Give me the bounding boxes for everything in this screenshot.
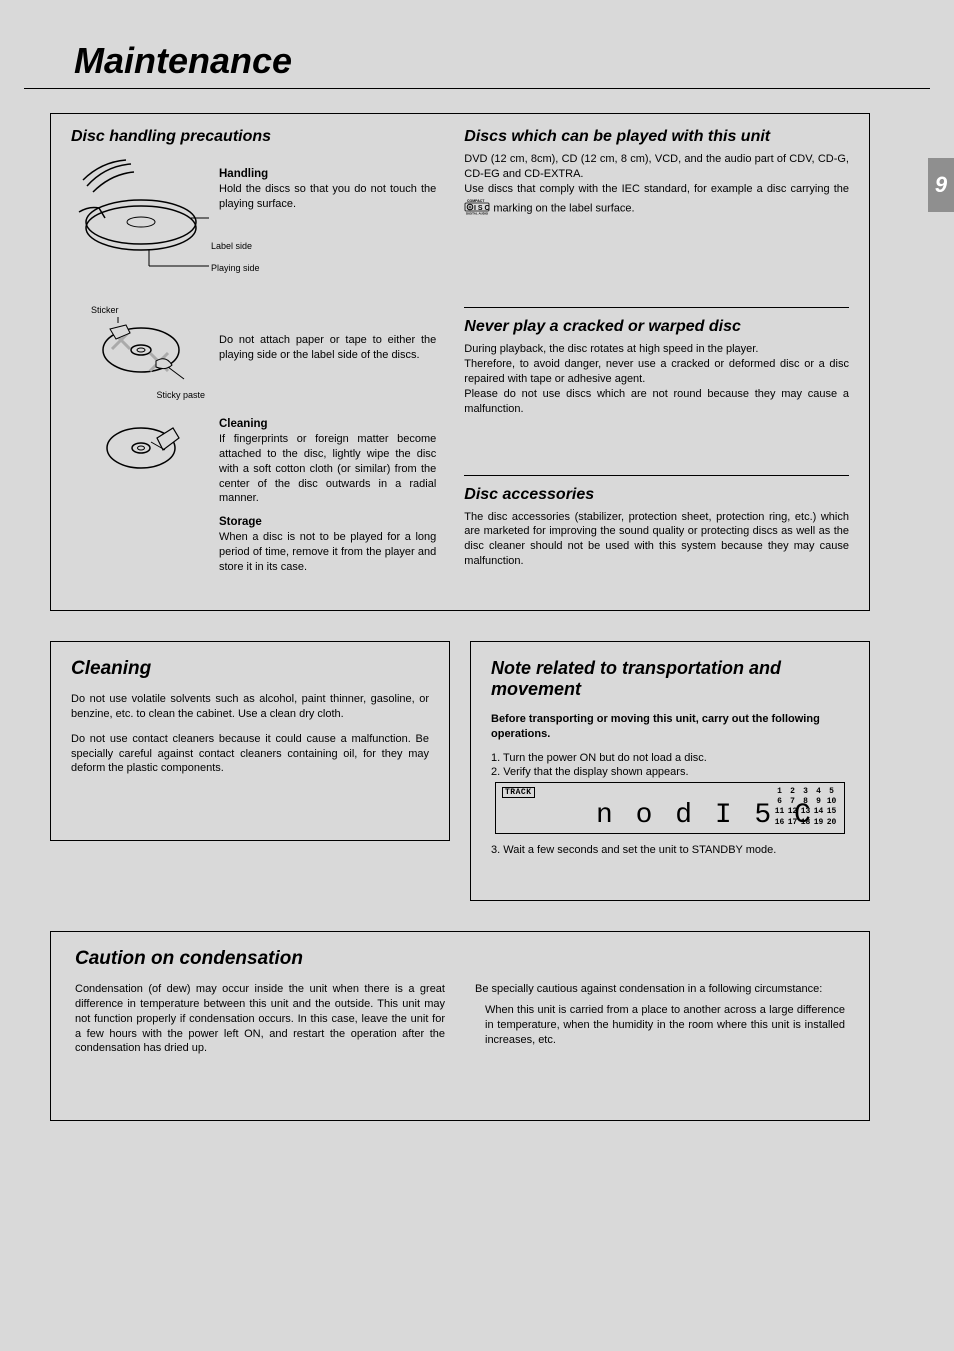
disc-clean-icon xyxy=(71,418,211,575)
no-attach-row: Sticker xyxy=(71,305,436,400)
transport-lead: Before transporting or moving this unit,… xyxy=(491,712,849,742)
condensation-p2: Be specially cautious against condensati… xyxy=(475,982,845,997)
transport-title: Note related to transportation and movem… xyxy=(491,658,849,700)
cleaning-box-title: Cleaning xyxy=(71,658,429,680)
page-number-tab: 9 xyxy=(928,158,954,212)
handling-text: Hold the discs so that you do not touch … xyxy=(219,182,436,212)
svg-text:DIGITAL AUDIO: DIGITAL AUDIO xyxy=(466,211,489,215)
cleaning-box-p2: Do not use contact cleaners because it c… xyxy=(71,732,429,777)
row-two: Cleaning Do not use volatile solvents su… xyxy=(50,641,904,901)
playable-p1: DVD (12 cm, 8cm), CD (12 cm, 8 cm), VCD,… xyxy=(464,152,849,182)
cracked-p1: During playback, the disc rotates at hig… xyxy=(464,342,849,357)
transport-step2: 2. Verify that the display shown appears… xyxy=(491,766,849,778)
compact-disc-logo-icon: COMPACT I S C DIGITAL AUDIO xyxy=(464,197,490,220)
disc-handling-title: Disc handling precautions xyxy=(71,128,436,146)
condensation-p1: Condensation (of dew) may occur inside t… xyxy=(75,982,445,1056)
cracked-p3: Please do not use discs which are not ro… xyxy=(464,387,849,417)
sticky-paste-label: Sticky paste xyxy=(71,390,211,400)
cleaning-box-p1: Do not use volatile solvents such as alc… xyxy=(71,692,429,722)
handling-row: Label side Playing side Handling Hold th… xyxy=(71,152,436,307)
cleaning-text: If fingerprints or foreign matter become… xyxy=(219,432,436,506)
no-attach-text: Do not attach paper or tape to either th… xyxy=(219,333,436,363)
playable-p2: Use discs that comply with the IEC stand… xyxy=(464,182,849,220)
svg-text:COMPACT: COMPACT xyxy=(467,199,485,203)
storage-heading: Storage xyxy=(219,516,436,528)
track-grid: 1234567891011121314151617181920 xyxy=(773,787,838,829)
accessories-text: The disc accessories (stabilizer, protec… xyxy=(464,510,849,569)
disc-hold-icon: Label side Playing side xyxy=(71,152,211,307)
transport-step1: 1. Turn the power ON but do not load a d… xyxy=(491,752,849,764)
storage-text: When a disc is not to be played for a lo… xyxy=(219,530,436,575)
transport-steps: 1. Turn the power ON but do not load a d… xyxy=(491,752,849,778)
condensation-box: Caution on condensation Condensation (of… xyxy=(50,931,870,1121)
transport-step3-wrap: 3. Wait a few seconds and set the unit t… xyxy=(491,844,849,856)
disc-sticker-icon: Sticker xyxy=(71,305,211,400)
playing-side-label: Playing side xyxy=(211,263,281,273)
cleaning-box: Cleaning Do not use volatile solvents su… xyxy=(50,641,450,841)
condensation-p3: When this unit is carried from a place t… xyxy=(475,1003,845,1048)
display-panel: TRACK n o d I 5 C 1234567891011121314151… xyxy=(495,782,845,834)
page-title: Maintenance xyxy=(24,0,930,89)
handling-heading: Handling xyxy=(219,168,436,180)
cleaning-heading: Cleaning xyxy=(219,418,436,430)
condensation-title: Caution on condensation xyxy=(75,948,845,970)
transport-step3: 3. Wait a few seconds and set the unit t… xyxy=(491,844,849,856)
condensation-columns: Condensation (of dew) may occur inside t… xyxy=(75,982,845,1066)
cleaning-row: Cleaning If fingerprints or foreign matt… xyxy=(71,418,436,575)
left-column: Disc handling precautions xyxy=(71,128,450,596)
sticker-label: Sticker xyxy=(71,305,211,315)
transport-box: Note related to transportation and movem… xyxy=(470,641,870,901)
label-side-label: Label side xyxy=(211,241,271,251)
disc-precautions-box: Disc handling precautions xyxy=(50,113,870,611)
track-label: TRACK xyxy=(502,787,535,798)
accessories-title: Disc accessories xyxy=(464,475,849,504)
page-content: Disc handling precautions xyxy=(0,89,954,1121)
cracked-title: Never play a cracked or warped disc xyxy=(464,307,849,336)
cracked-p2: Therefore, to avoid danger, never use a … xyxy=(464,357,849,387)
playable-title: Discs which can be played with this unit xyxy=(464,128,849,146)
right-column: Discs which can be played with this unit… xyxy=(450,128,849,596)
